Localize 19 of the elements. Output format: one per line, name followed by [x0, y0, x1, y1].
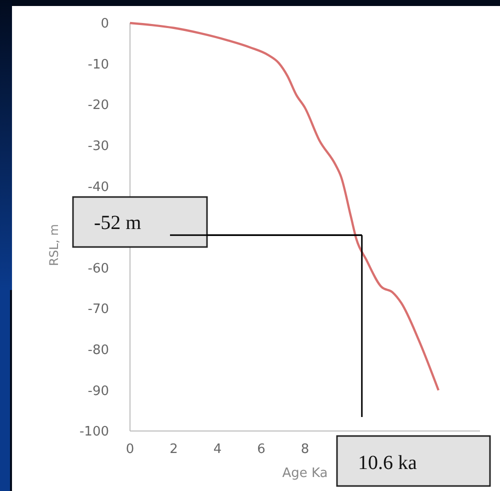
y-tick-label: -100: [79, 424, 109, 440]
y-tick-label: -80: [88, 342, 109, 358]
x-tick-label: 0: [126, 442, 134, 457]
y-tick-label: 0: [100, 16, 109, 32]
y-tick-label: -70: [88, 302, 109, 318]
x-tick-label: 2: [170, 442, 178, 457]
x-axis-title: Age Ka: [282, 466, 328, 481]
y-tick-label: -60: [88, 261, 109, 276]
x-tick-label: 6: [257, 442, 266, 457]
x-tick-label: 4: [213, 442, 222, 457]
y-tick-label: -10: [88, 57, 109, 72]
y-tick-label: -30: [88, 138, 109, 154]
y-tick-label: -90: [88, 384, 109, 399]
y-axis-title: RSL, m: [47, 224, 61, 266]
y-tick-label: -20: [88, 98, 109, 114]
ref-line-label: 10.6 ka: [358, 452, 417, 474]
x-tick-label: 8: [300, 442, 310, 457]
y-tick-label: -40: [88, 180, 109, 195]
ref-line-label: -52 m: [94, 212, 142, 234]
